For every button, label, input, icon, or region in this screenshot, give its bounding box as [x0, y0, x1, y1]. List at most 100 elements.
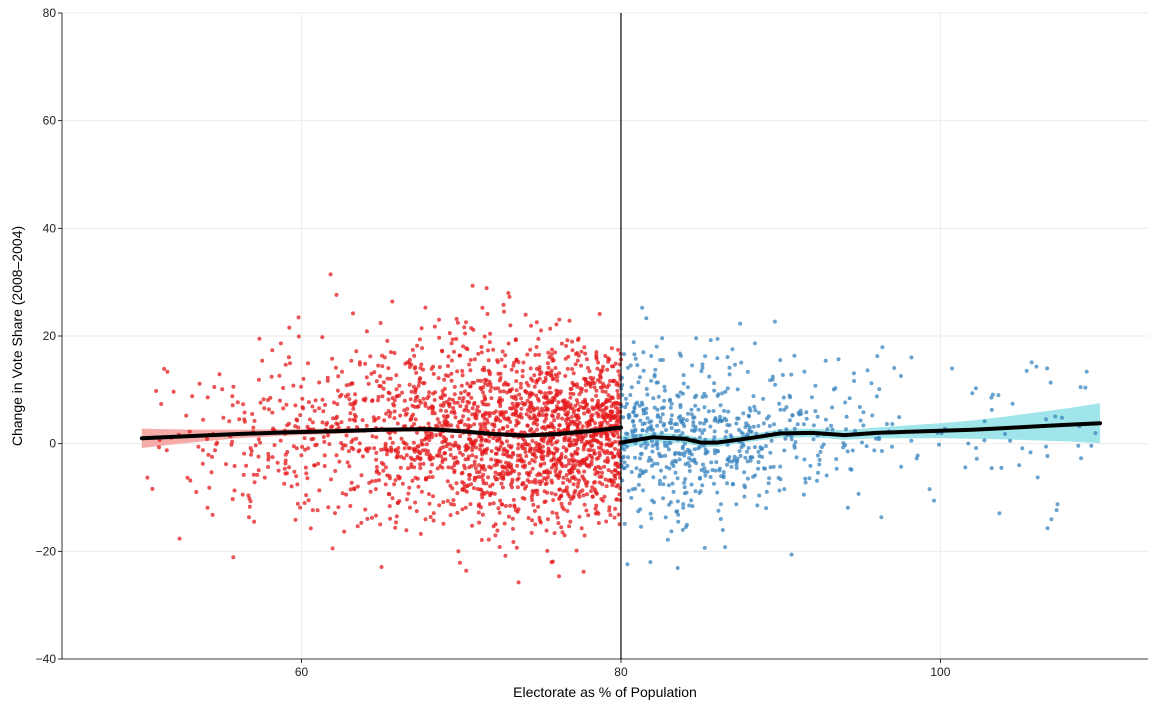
- data-point-left: [498, 376, 503, 380]
- data-point-right: [843, 443, 848, 448]
- data-point-left: [497, 510, 502, 515]
- data-point-left: [488, 484, 493, 489]
- data-point-left: [598, 441, 603, 446]
- data-point-right: [1045, 454, 1050, 458]
- data-point-left: [349, 445, 354, 450]
- data-point-left: [326, 505, 331, 510]
- data-point-right: [653, 442, 658, 447]
- data-point-left: [440, 465, 445, 470]
- data-point-left: [477, 520, 482, 525]
- data-point-right: [830, 427, 835, 432]
- data-point-right: [678, 405, 683, 410]
- data-point-right: [682, 491, 687, 496]
- data-point-right: [664, 465, 669, 470]
- data-point-left: [451, 443, 456, 448]
- data-point-left: [498, 389, 503, 394]
- data-point-left: [437, 335, 442, 340]
- data-point-right: [782, 448, 787, 453]
- data-point-right: [680, 431, 685, 436]
- data-point-left: [554, 511, 559, 516]
- data-point-left: [514, 388, 519, 393]
- data-point-left: [596, 521, 601, 525]
- data-point-right: [690, 428, 694, 433]
- data-point-left: [565, 477, 570, 482]
- data-point-right: [804, 416, 809, 421]
- data-point-left: [558, 469, 563, 474]
- data-point-right: [792, 353, 797, 358]
- data-point-left: [463, 389, 467, 394]
- data-point-left: [237, 417, 242, 422]
- data-point-left: [214, 442, 219, 447]
- data-point-left: [384, 411, 389, 416]
- data-point-right: [803, 476, 808, 481]
- data-point-left: [548, 470, 553, 475]
- data-point-left: [542, 476, 547, 481]
- data-point-left: [378, 522, 383, 527]
- data-point-right: [648, 511, 653, 516]
- data-point-right: [686, 461, 690, 466]
- data-point-left: [577, 514, 582, 519]
- data-point-right: [742, 494, 747, 499]
- data-point-right: [709, 460, 714, 465]
- data-point-right: [622, 352, 627, 357]
- data-point-left: [543, 426, 548, 431]
- data-point-left: [336, 425, 341, 430]
- data-point-left: [501, 411, 506, 416]
- data-point-left: [423, 403, 428, 408]
- data-point-left: [534, 320, 539, 325]
- data-point-left: [525, 398, 530, 403]
- y-tick-label: 0: [49, 437, 56, 451]
- data-point-left: [427, 455, 432, 460]
- data-point-right: [801, 422, 806, 427]
- data-point-left: [418, 466, 423, 470]
- data-point-left: [535, 422, 540, 427]
- data-point-right: [748, 458, 753, 463]
- data-point-left: [392, 351, 397, 355]
- data-point-left: [388, 436, 393, 441]
- data-point-left: [320, 335, 325, 340]
- data-point-left: [469, 326, 474, 331]
- data-point-left: [483, 397, 487, 402]
- data-point-right: [652, 405, 657, 410]
- data-point-left: [386, 397, 391, 402]
- data-point-left: [554, 462, 559, 467]
- data-point-left: [418, 462, 422, 467]
- data-point-right: [809, 395, 814, 400]
- data-point-left: [511, 395, 516, 400]
- data-point-left: [436, 376, 441, 381]
- data-point-left: [411, 412, 416, 417]
- data-point-right: [795, 422, 800, 427]
- data-point-left: [450, 397, 455, 402]
- data-point-right: [725, 442, 730, 447]
- data-point-left: [575, 401, 580, 406]
- data-point-left: [488, 331, 493, 336]
- data-point-left: [185, 475, 190, 480]
- data-point-right: [681, 505, 686, 510]
- data-point-right: [757, 493, 762, 498]
- data-point-left: [574, 548, 579, 553]
- data-point-left: [459, 471, 464, 476]
- data-point-left: [610, 364, 614, 369]
- data-point-left: [412, 422, 417, 426]
- data-point-left: [607, 508, 612, 513]
- data-point-left: [284, 402, 289, 407]
- data-point-left: [518, 381, 523, 386]
- data-point-right: [997, 511, 1002, 516]
- data-point-left: [545, 407, 550, 411]
- data-point-left: [351, 403, 356, 408]
- data-point-left: [327, 442, 332, 447]
- data-point-left: [282, 481, 287, 486]
- data-point-right: [669, 426, 674, 430]
- data-point-right: [690, 363, 695, 368]
- data-point-left: [283, 458, 288, 463]
- data-point-left: [348, 487, 353, 492]
- data-point-left: [348, 504, 353, 508]
- data-point-left: [326, 433, 330, 438]
- data-point-left: [455, 491, 460, 496]
- data-point-left: [552, 418, 557, 423]
- data-point-right: [789, 552, 794, 557]
- data-point-left: [207, 485, 212, 490]
- data-point-right: [738, 453, 743, 458]
- data-point-left: [309, 437, 314, 442]
- data-point-left: [302, 436, 307, 441]
